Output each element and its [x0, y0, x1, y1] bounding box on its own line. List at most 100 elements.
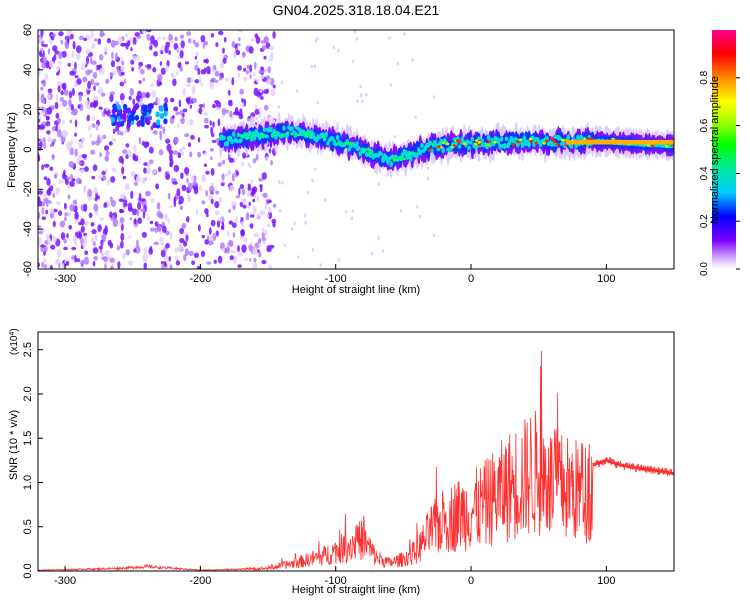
noise-dot [255, 116, 258, 121]
ridge-peak [473, 142, 478, 146]
noise-blob [175, 260, 181, 266]
noise-blob [249, 64, 253, 73]
noise-dot [377, 236, 380, 240]
noise-blob [198, 107, 203, 115]
snr-y-ticks: 0.0 0.5 1.0 1.5 2.0 2.5 [22, 342, 43, 579]
noise-dot [351, 59, 355, 64]
ridge-peak [321, 135, 325, 139]
noise-blob [270, 159, 273, 166]
noise-blob [88, 124, 91, 132]
noise-blob [224, 77, 229, 83]
noise-blob [141, 141, 145, 146]
noise-blob [124, 183, 130, 191]
colorbar-tick-label: 0.4 [699, 166, 710, 180]
ridge-peak [375, 153, 380, 157]
noise-blob [39, 124, 45, 130]
noise-blob [201, 174, 207, 183]
noise-blob [69, 119, 73, 124]
noise-blob [61, 83, 66, 89]
noise-blob [148, 159, 154, 165]
noise-blob [41, 261, 45, 268]
noise-blob [197, 68, 201, 76]
noise-blob [204, 239, 209, 245]
noise-blob [210, 198, 214, 205]
noise-blob [128, 260, 134, 266]
noise-blob [74, 211, 79, 220]
ridge-core [490, 138, 494, 143]
noise-blob [38, 196, 41, 203]
noise-blob [148, 146, 154, 154]
ridge-peak [253, 134, 257, 137]
noise-blob [186, 77, 191, 84]
noise-blob [217, 118, 221, 127]
noise-blob [80, 66, 86, 70]
noise-dot [247, 205, 251, 209]
noise-blob [59, 220, 66, 228]
ridge-peak [238, 133, 243, 137]
ridge-peak [298, 133, 302, 137]
noise-blob [249, 74, 252, 79]
noise-blob [111, 138, 117, 142]
noise-blob [72, 41, 76, 50]
ridge-core [225, 140, 229, 147]
noise-blob [151, 90, 156, 98]
noise-blob [179, 237, 185, 244]
noise-blob [210, 219, 216, 227]
noise-blob [221, 222, 225, 229]
ridge-peak [361, 150, 366, 154]
noise-blob [55, 187, 60, 195]
noise-dot [399, 209, 403, 213]
noise-dot [281, 181, 284, 185]
ridge-tail [565, 139, 674, 145]
noise-blob [78, 94, 82, 102]
noise-blob [232, 51, 237, 59]
ridge-core [235, 138, 239, 144]
noise-blob [81, 137, 86, 142]
x-tick-label: 100 [597, 273, 615, 285]
noise-blob [177, 244, 184, 251]
ridge-peak [280, 133, 284, 137]
noise-blob [91, 123, 96, 128]
noise-blob [110, 199, 117, 207]
noise-blob [134, 32, 140, 37]
noise-blob [55, 112, 60, 119]
noise-blob [164, 212, 168, 221]
noise-blob [211, 139, 217, 143]
noise-blob [240, 161, 245, 167]
noise-blob [90, 78, 95, 85]
noise-blob [49, 166, 54, 171]
noise-blob [56, 65, 60, 71]
noise-blob [265, 156, 269, 161]
ridge-peak [487, 139, 492, 143]
noise-blob [206, 261, 212, 265]
ridge-peak [588, 137, 592, 141]
noise-dot [311, 178, 314, 183]
noise-blob [157, 36, 161, 41]
noise-blob [112, 128, 116, 134]
noise-blob [178, 148, 183, 153]
noise-blob [268, 46, 275, 51]
noise-blob [168, 256, 171, 262]
noise-blob [181, 146, 186, 150]
noise-blob [264, 80, 270, 85]
noise-blob [204, 208, 209, 215]
noise-blob [182, 108, 188, 113]
noise-blob [215, 210, 220, 216]
noise-blob [214, 201, 220, 209]
noise-blob [81, 265, 84, 269]
noise-blob [72, 235, 77, 243]
cluster-blob [140, 121, 145, 127]
noise-blob [210, 182, 215, 187]
noise-blob [263, 89, 269, 95]
ridge-peak [336, 142, 340, 146]
noise-blob [98, 245, 103, 250]
noise-blob [161, 36, 166, 41]
noise-blob [193, 252, 199, 258]
ridge-peak [560, 138, 565, 142]
ridge-peak [511, 143, 516, 146]
noise-blob [137, 201, 142, 210]
noise-blob [99, 67, 105, 76]
noise-blob [94, 235, 98, 242]
noise-blob [125, 143, 130, 148]
noise-blob [229, 185, 235, 192]
